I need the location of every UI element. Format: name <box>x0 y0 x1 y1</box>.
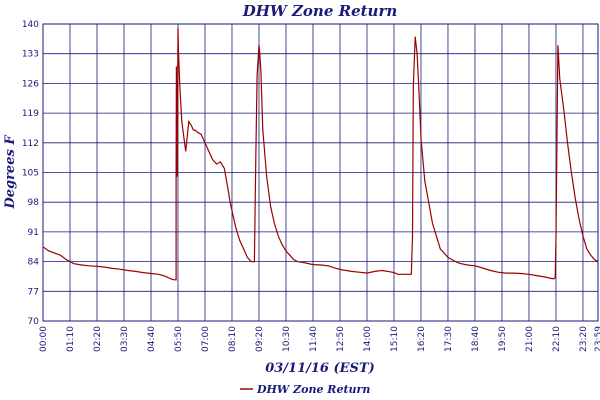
chart-title: DHW Zone Return <box>242 2 398 20</box>
y-axis-label: Degrees F <box>3 135 18 210</box>
x-tick-label: 12:50 <box>336 326 346 352</box>
x-tick-label: 19:50 <box>498 326 508 352</box>
y-tick-label: 70 <box>28 317 40 327</box>
legend-label: DHW Zone Return <box>256 383 370 396</box>
x-tick-label: 17:30 <box>444 326 454 352</box>
x-tick-label: 10:30 <box>282 326 292 352</box>
x-tick-label: 15:10 <box>390 326 400 352</box>
grid <box>42 23 599 322</box>
plot-frame <box>42 23 599 322</box>
x-tick-label: 08:10 <box>228 326 238 352</box>
y-tick-label: 112 <box>22 139 39 149</box>
y-tick-label: 119 <box>22 109 39 119</box>
y-tick-label: 140 <box>22 20 39 30</box>
y-tick-label: 77 <box>28 287 39 297</box>
x-axis-label: 03/11/16 (EST) <box>265 361 375 376</box>
x-tick-label: 16:20 <box>417 326 427 352</box>
x-tick-label: 21:00 <box>525 326 535 352</box>
x-tick-label: 18:40 <box>471 326 481 352</box>
x-tick-label: 09:20 <box>255 326 265 352</box>
y-tick-label: 133 <box>22 50 39 60</box>
x-tick-label: 02:20 <box>93 326 103 352</box>
x-tick-label: 00:00 <box>39 326 49 352</box>
x-tick-label: 05:50 <box>174 326 184 352</box>
y-tick-label: 98 <box>28 198 40 208</box>
x-tick-label: 07:00 <box>201 326 211 352</box>
x-tick-label: 22:10 <box>552 326 562 352</box>
x-tick-label: 04:40 <box>147 326 157 352</box>
x-axis-ticks: 00:00 01:10 02:20 03:30 04:40 05:50 07:00 08:10… <box>39 326 600 352</box>
y-tick-label: 105 <box>22 169 39 179</box>
x-tick-label: 01:10 <box>66 326 76 352</box>
x-tick-label: 14:00 <box>363 326 373 352</box>
x-tick-label: 11:40 <box>309 326 319 352</box>
legend: DHW Zone Return <box>240 383 370 396</box>
y-tick-label: 126 <box>22 79 39 89</box>
y-tick-label: 84 <box>28 258 40 268</box>
x-tick-label: 23:59 <box>594 326 600 352</box>
series-line-dhw-zone-return <box>42 28 599 281</box>
y-axis-ticks: 70 77 84 91 98 105 112 119 126 133 140 <box>22 20 39 327</box>
x-tick-label: 23:20 <box>579 326 589 352</box>
x-tick-label: 03:30 <box>120 326 130 352</box>
y-tick-label: 91 <box>28 228 39 238</box>
